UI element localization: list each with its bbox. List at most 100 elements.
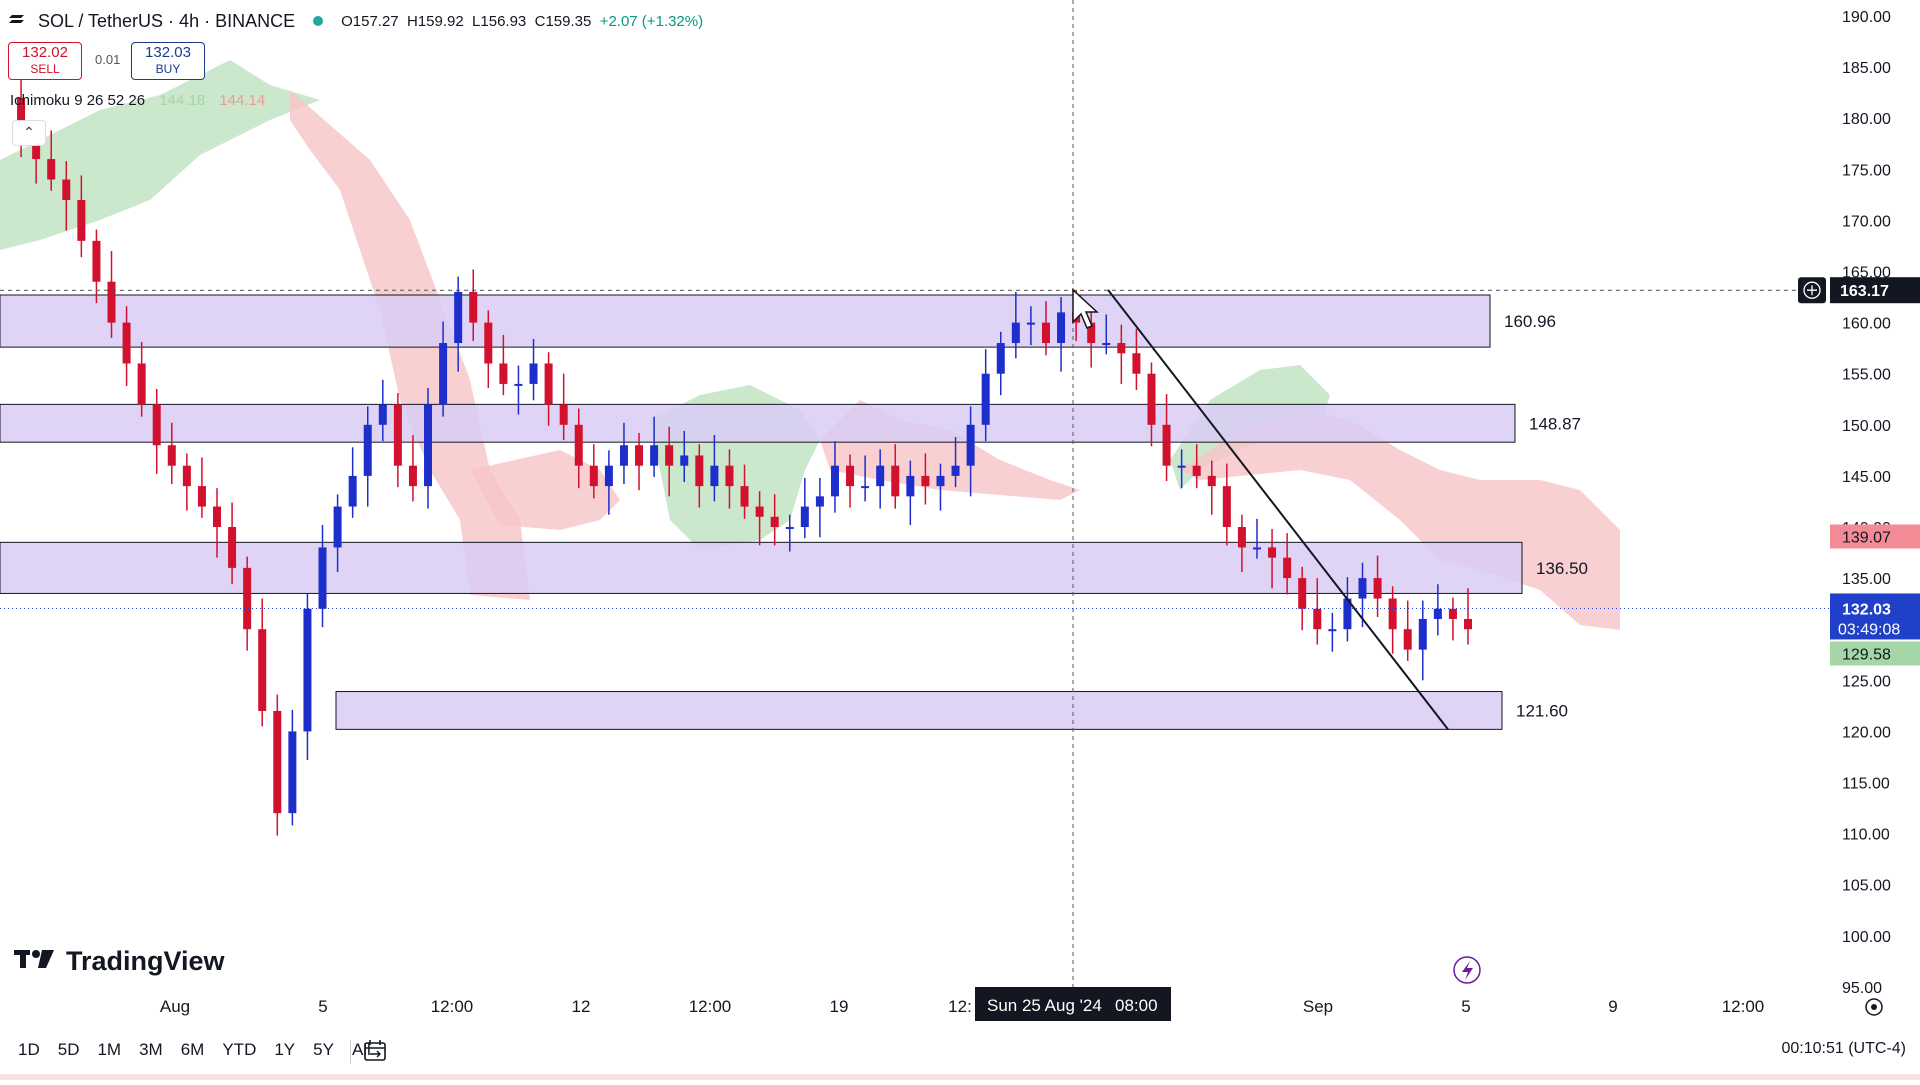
ohlc-low: L156.93	[472, 12, 527, 30]
price-tick-6: 160.00	[1842, 316, 1891, 333]
symbol-title[interactable]: SOL / TetherUS · 4h · BINANCE	[38, 10, 296, 31]
candle-body	[1192, 465, 1201, 476]
candle-body	[1177, 465, 1186, 468]
indicator-legend[interactable]: Ichimoku 9 26 52 26 144.18 144.14	[10, 92, 265, 109]
price-tick-4: 170.00	[1842, 213, 1891, 230]
candle-body	[1464, 618, 1472, 630]
candle-body	[846, 465, 855, 487]
candle-body	[499, 363, 508, 384]
candle-body	[1418, 618, 1427, 650]
ohlc-values: O157.27 H159.92 L156.93 C159.35 +2.07 (+…	[341, 13, 703, 30]
candle-body	[770, 516, 779, 527]
range-5y[interactable]: 5Y	[313, 1040, 334, 1059]
zone-label-2: 136.50	[1536, 559, 1588, 578]
time-tick-9: 9	[1608, 997, 1617, 1016]
candle-body	[755, 506, 764, 517]
sell-label: SELL	[30, 62, 60, 76]
candle-body	[966, 424, 975, 466]
time-tick-8: 5	[1461, 997, 1470, 1016]
candle-body	[1147, 373, 1156, 425]
market-status-icon	[313, 16, 324, 26]
range-6m[interactable]: 6M	[180, 1040, 205, 1059]
trend-line[interactable]	[1107, 289, 1449, 730]
candle-body	[1373, 578, 1382, 599]
candle-body	[891, 465, 900, 497]
candle-body	[951, 465, 960, 476]
price-tick-16: 110.00	[1842, 827, 1890, 844]
price-tick-7: 155.00	[1842, 367, 1891, 384]
price-tick-8: 150.00	[1842, 418, 1891, 435]
range-1m[interactable]: 1M	[97, 1040, 122, 1059]
candle-body	[785, 527, 794, 529]
candle-body	[1222, 486, 1231, 527]
candle-body	[182, 465, 191, 487]
time-tick-7: Sep	[1303, 997, 1333, 1016]
symbol-logo-icon[interactable]	[8, 9, 28, 34]
candle-body	[17, 97, 26, 139]
candle-body	[318, 547, 327, 609]
bottom-strip	[0, 1074, 1920, 1080]
crosshair-date-text: Sun 25 Aug '24	[987, 996, 1102, 1015]
candle-body	[589, 465, 598, 487]
candle-body	[1328, 629, 1337, 632]
ichimoku-red-value: 139.07	[1842, 530, 1891, 547]
zone-rect-1[interactable]	[0, 403, 1516, 443]
lightning-icon-bolt	[1462, 961, 1473, 980]
sell-button[interactable]: 132.02 SELL	[8, 42, 82, 80]
ichimoku-cloud-red-3	[1180, 410, 1620, 630]
zone-rect-0[interactable]	[0, 294, 1491, 348]
range-ytd[interactable]: YTD	[222, 1040, 257, 1059]
price-axis[interactable]: 190.00185.00180.00175.00170.00165.00160.…	[1798, 9, 1920, 997]
candle-body	[695, 455, 704, 487]
candle-body	[32, 138, 41, 160]
spread-value: 0.01	[95, 52, 121, 67]
ichimoku-cloud-red-1	[470, 450, 620, 530]
candle-body	[996, 343, 1005, 374]
candle-body	[665, 445, 674, 466]
calendar-range-icon[interactable]	[362, 1038, 388, 1064]
ohlc-high: H159.92	[406, 12, 464, 30]
candle-body	[1026, 322, 1035, 325]
candle-body	[800, 506, 809, 527]
price-tick-19: 95.00	[1842, 980, 1882, 997]
ichimoku-green-value: 129.58	[1842, 646, 1891, 663]
tradingview-logo-icon	[14, 946, 58, 977]
time-axis[interactable]: Aug 5 12:00 12 12:00 19 12: Sep 5 9 12:00 Sun 25 Au…	[160, 956, 1883, 1021]
settings-gear-icon[interactable]	[1865, 998, 1883, 1016]
crosshair-time-text: 08:00	[1115, 996, 1158, 1015]
candle-body	[333, 506, 342, 548]
range-3m[interactable]: 3M	[139, 1040, 163, 1059]
candle-body	[62, 179, 71, 200]
tradingview-logo[interactable]: TradingView	[14, 946, 225, 977]
price-tick-0: 190.00	[1842, 9, 1891, 26]
range-1d[interactable]: 1D	[18, 1040, 40, 1059]
candle-body	[830, 465, 839, 497]
range-all[interactable]: All	[351, 1040, 371, 1059]
candle-body	[635, 445, 644, 466]
price-tick-15: 115.00	[1842, 776, 1890, 793]
last-price-label	[1830, 593, 1920, 640]
indicator-name[interactable]: Ichimoku 9 26 52 26	[10, 92, 146, 109]
candle-body	[981, 373, 990, 425]
ichimoku-cloud-green-0	[0, 60, 320, 250]
candle-body	[680, 455, 689, 466]
candle-body	[725, 465, 734, 487]
chevron-up-icon[interactable]: ⌃	[12, 120, 46, 146]
buy-button[interactable]: 132.03 BUY	[131, 42, 205, 80]
candle-body	[107, 281, 116, 323]
range-5d[interactable]: 5D	[57, 1040, 80, 1059]
candle-body	[514, 383, 523, 386]
zone-label-0: 160.96	[1504, 312, 1556, 331]
range-1y[interactable]: 1Y	[274, 1040, 296, 1059]
candle-body	[1313, 608, 1322, 630]
candle-body	[408, 465, 417, 487]
candle-body	[348, 475, 357, 507]
candle-body	[303, 608, 312, 732]
timezone-clock[interactable]: 00:10:51 (UTC-4)	[1781, 1040, 1907, 1057]
candle-body	[574, 424, 583, 466]
countdown-value: 03:49:08	[1838, 621, 1900, 638]
zone-rect-3[interactable]	[335, 691, 1503, 730]
candle-body	[1403, 629, 1412, 650]
